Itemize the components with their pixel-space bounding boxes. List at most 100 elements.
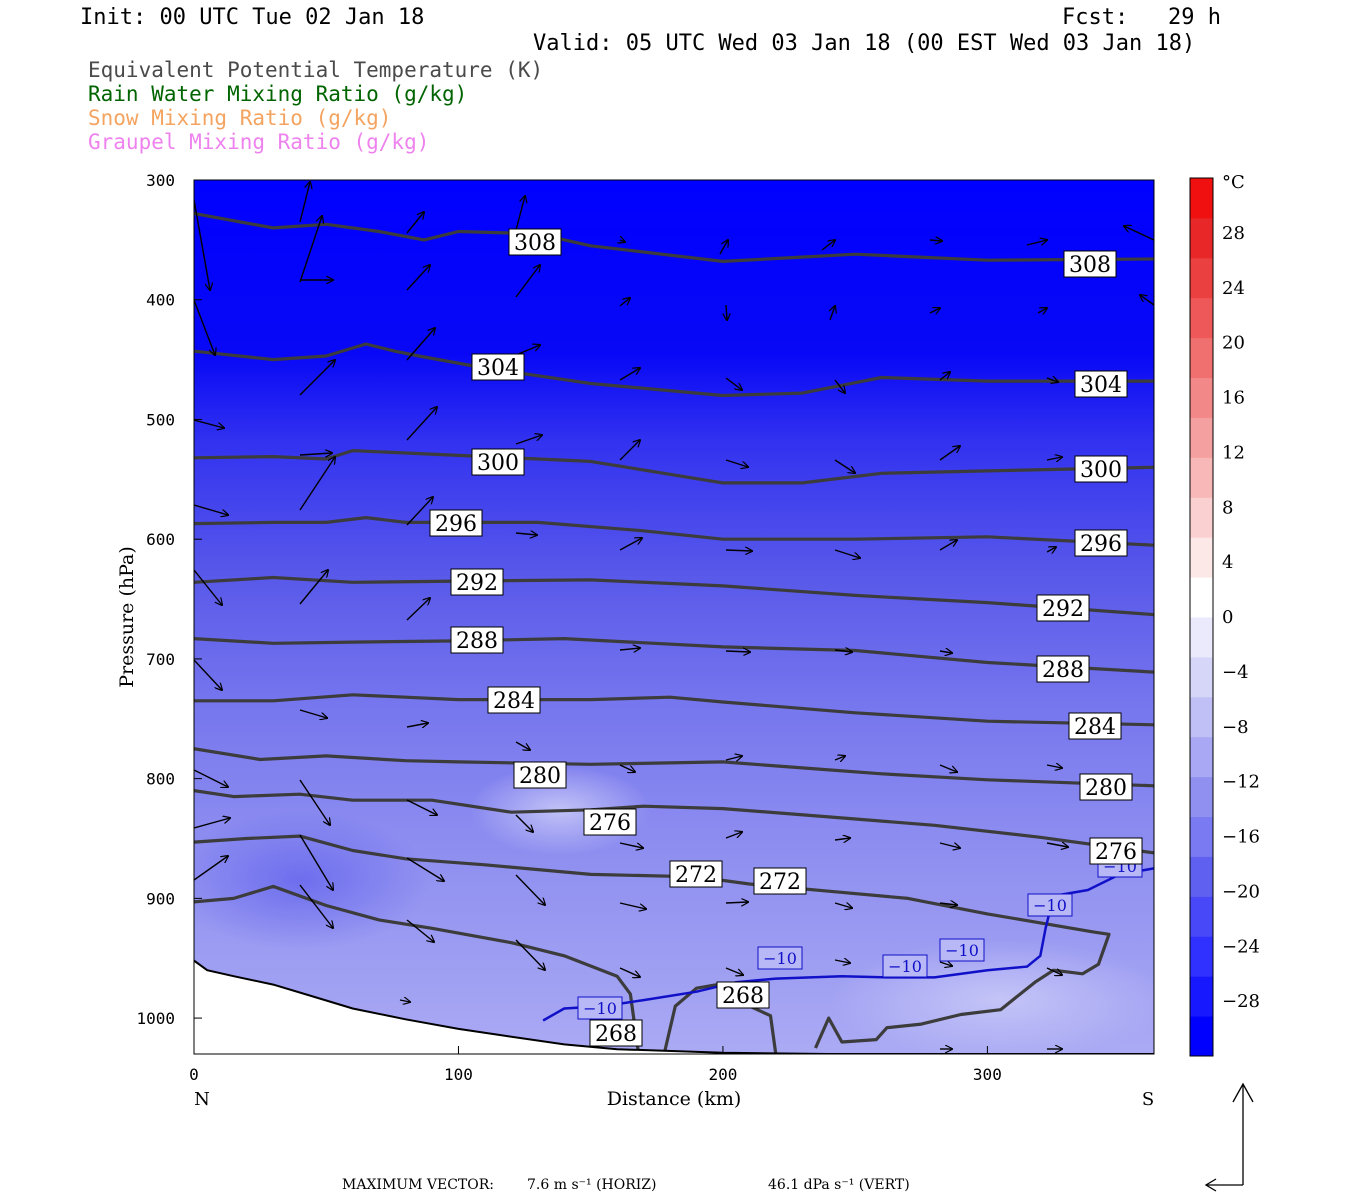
wind-vector-84 [619,967,640,977]
x-end-label-north: N [194,1089,210,1110]
colorbar-tick-label-13: −24 [1222,936,1260,957]
wind-vector-19 [1140,295,1154,306]
reference-vector-icon [1204,1082,1254,1192]
wind-vector-30 [299,453,332,455]
svg-text:−10: −10 [945,941,979,960]
colorbar-swatch-11 [1190,577,1213,618]
forecast-hour: 29 h [1168,5,1221,30]
svg-text:300: 300 [1080,458,1122,483]
wind-vector-43 [725,550,752,551]
theta-e-line-308-0 [194,211,1154,263]
wind-vector-73 [299,834,333,890]
terrain-fill [194,960,1154,1054]
forecast-label: Fcst: [1062,5,1129,30]
plot-frame [193,179,1155,1055]
x-tick-label-100: 100 [444,1065,473,1084]
x-tick-label-200: 200 [708,1065,737,1084]
theta-e-label-308-0-0: 308 [508,228,562,256]
wind-vector-26 [834,379,845,393]
theta-e-label-296-3-1: 296 [1074,529,1128,557]
y-tick-label-1000: 1000 [136,1009,175,1028]
wind-vector-20 [194,299,215,355]
svg-text:292: 292 [1042,597,1084,622]
wind-vector-39 [299,457,335,511]
colorbar-tick-label-5: 8 [1222,497,1233,518]
svg-text:284: 284 [493,689,535,714]
wind-vector-0 [299,182,310,223]
legend-theta-e: Equivalent Potential Temperature (K) [88,58,544,82]
colorbar-tick-label-7: 0 [1222,607,1233,628]
wind-vector-66 [515,814,533,832]
svg-text:272: 272 [759,870,801,895]
wind-vector-77 [725,902,748,903]
theta-e-line-296-3 [194,516,1154,547]
wind-vector-71 [1046,843,1068,847]
theta-e-contours [194,211,1154,1054]
theta-e-label-276-8-0: 276 [583,808,637,836]
colorbar-swatch-21 [1190,178,1213,219]
y-tick-label-500: 500 [146,410,175,429]
colorbar-swatch-12 [1190,537,1213,578]
svg-text:288: 288 [1042,658,1084,683]
wind-vector-40 [406,497,433,526]
wind-vectors [194,182,1154,1049]
wind-vector-12 [406,265,430,291]
colorbar-tick-label-10: −12 [1222,772,1260,793]
x-end-label-south: S [1142,1089,1154,1110]
legend-rain-water: Rain Water Mixing Ratio (g/kg) [88,82,468,106]
wind-vector-33 [619,440,640,461]
wind-vector-34 [725,459,748,467]
wind-vector-28 [1046,378,1058,382]
wind-vector-85 [725,967,743,975]
wind-vector-76 [619,902,646,909]
wind-vector-35 [834,459,855,473]
wind-vector-48 [299,570,328,605]
wind-vector-62 [1046,765,1062,768]
wind-vector-31 [406,407,437,441]
wind-vector-9 [1124,226,1154,241]
colorbar-frame [1189,177,1214,1057]
svg-text:276: 276 [589,811,631,836]
svg-text:296: 296 [435,512,477,537]
wind-vector-14 [619,298,630,307]
theta-e-label-288-5-0: 288 [450,626,504,654]
svg-text:304: 304 [1080,373,1122,398]
wind-vector-55 [299,709,327,718]
wind-vector-29 [194,419,224,428]
wind-vector-60 [834,756,845,760]
theta-e-label-280-7-1: 280 [1079,773,1133,801]
svg-text:−10: −10 [1033,896,1067,915]
x-tick-label-0: 0 [189,1065,199,1084]
wind-vector-46 [1046,547,1056,552]
colorbar-swatch-2 [1190,936,1213,977]
colorbar-swatch-9 [1190,656,1213,698]
wind-vector-69 [834,838,850,840]
x-axis: 0 100 200 300 [189,1046,1002,1084]
theta-e-labels: 308 308 304 304 300 300 296 296 292 292 288 288 284 2… [429,228,1143,1047]
wind-vector-45 [939,540,957,551]
wind-vector-56 [406,723,428,727]
wind-vector-3 [515,196,525,231]
theta-e-line-280-7 [194,747,1154,788]
theta-e-label-292-4-0: 292 [450,568,504,596]
colorbar-tick-label-3: 16 [1222,388,1245,409]
legend-snow: Snow Mixing Ratio (g/kg) [88,106,392,130]
cold-pocket-shading [194,810,430,950]
isotherm-label-0: −10 [577,996,623,1020]
wind-vector-17 [929,308,940,313]
colorbar-tick-label-11: −16 [1222,827,1260,848]
legend-graupel: Graupel Mixing Ratio (g/kg) [88,130,430,154]
theta-e-label-300-2-1: 300 [1074,455,1128,483]
theta-e-label-284-6-0: 284 [487,686,541,714]
colorbar-tick-label-1: 24 [1222,278,1245,299]
colorbar-tick-label-9: −8 [1222,717,1249,738]
wind-vector-58 [619,764,635,772]
colorbar-tick-label-2: 20 [1222,333,1245,354]
theta-e-label-304-1-1: 304 [1074,370,1128,398]
theta-e-label-308-0-1: 308 [1063,250,1117,278]
wind-vector-61 [939,764,957,772]
wind-vector-41 [515,533,537,535]
theta-e-label-276-8-1: 276 [1089,837,1143,865]
wind-vector-57 [515,741,530,750]
